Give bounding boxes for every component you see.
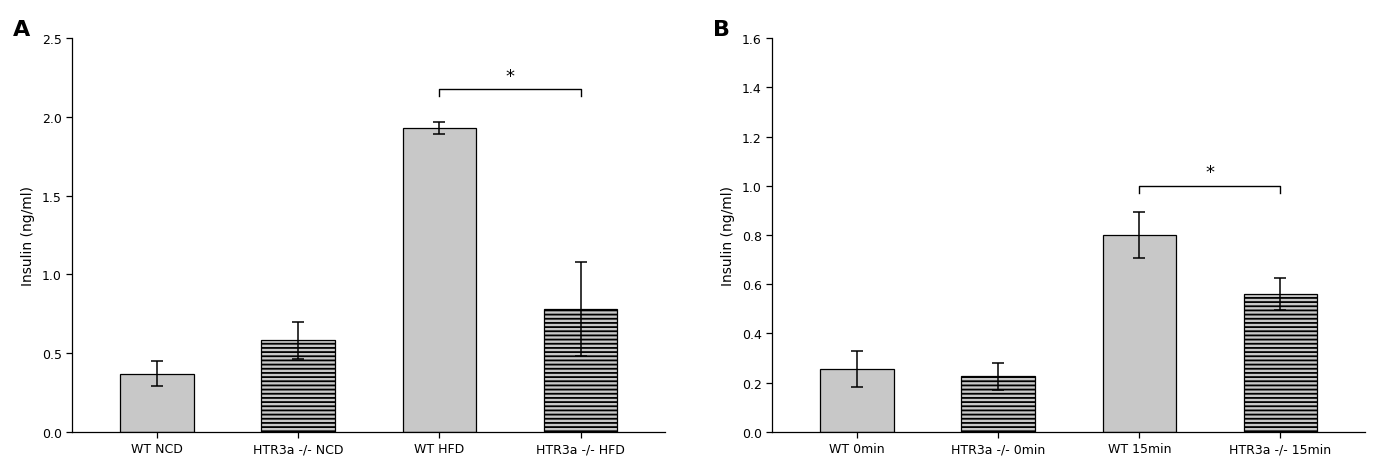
- Bar: [962, 377, 1035, 432]
- Bar: [821, 369, 894, 432]
- Bar: [402, 129, 475, 432]
- Y-axis label: Insulin (ng/ml): Insulin (ng/ml): [721, 186, 735, 286]
- Y-axis label: Insulin (ng/ml): Insulin (ng/ml): [21, 186, 35, 286]
- Text: *: *: [506, 68, 514, 86]
- Bar: [262, 341, 335, 432]
- Bar: [1243, 294, 1317, 432]
- Text: *: *: [1206, 164, 1214, 181]
- Bar: [121, 374, 194, 432]
- Text: B: B: [712, 20, 730, 40]
- Bar: [543, 309, 617, 432]
- Text: A: A: [12, 20, 30, 40]
- Bar: [1102, 236, 1175, 432]
